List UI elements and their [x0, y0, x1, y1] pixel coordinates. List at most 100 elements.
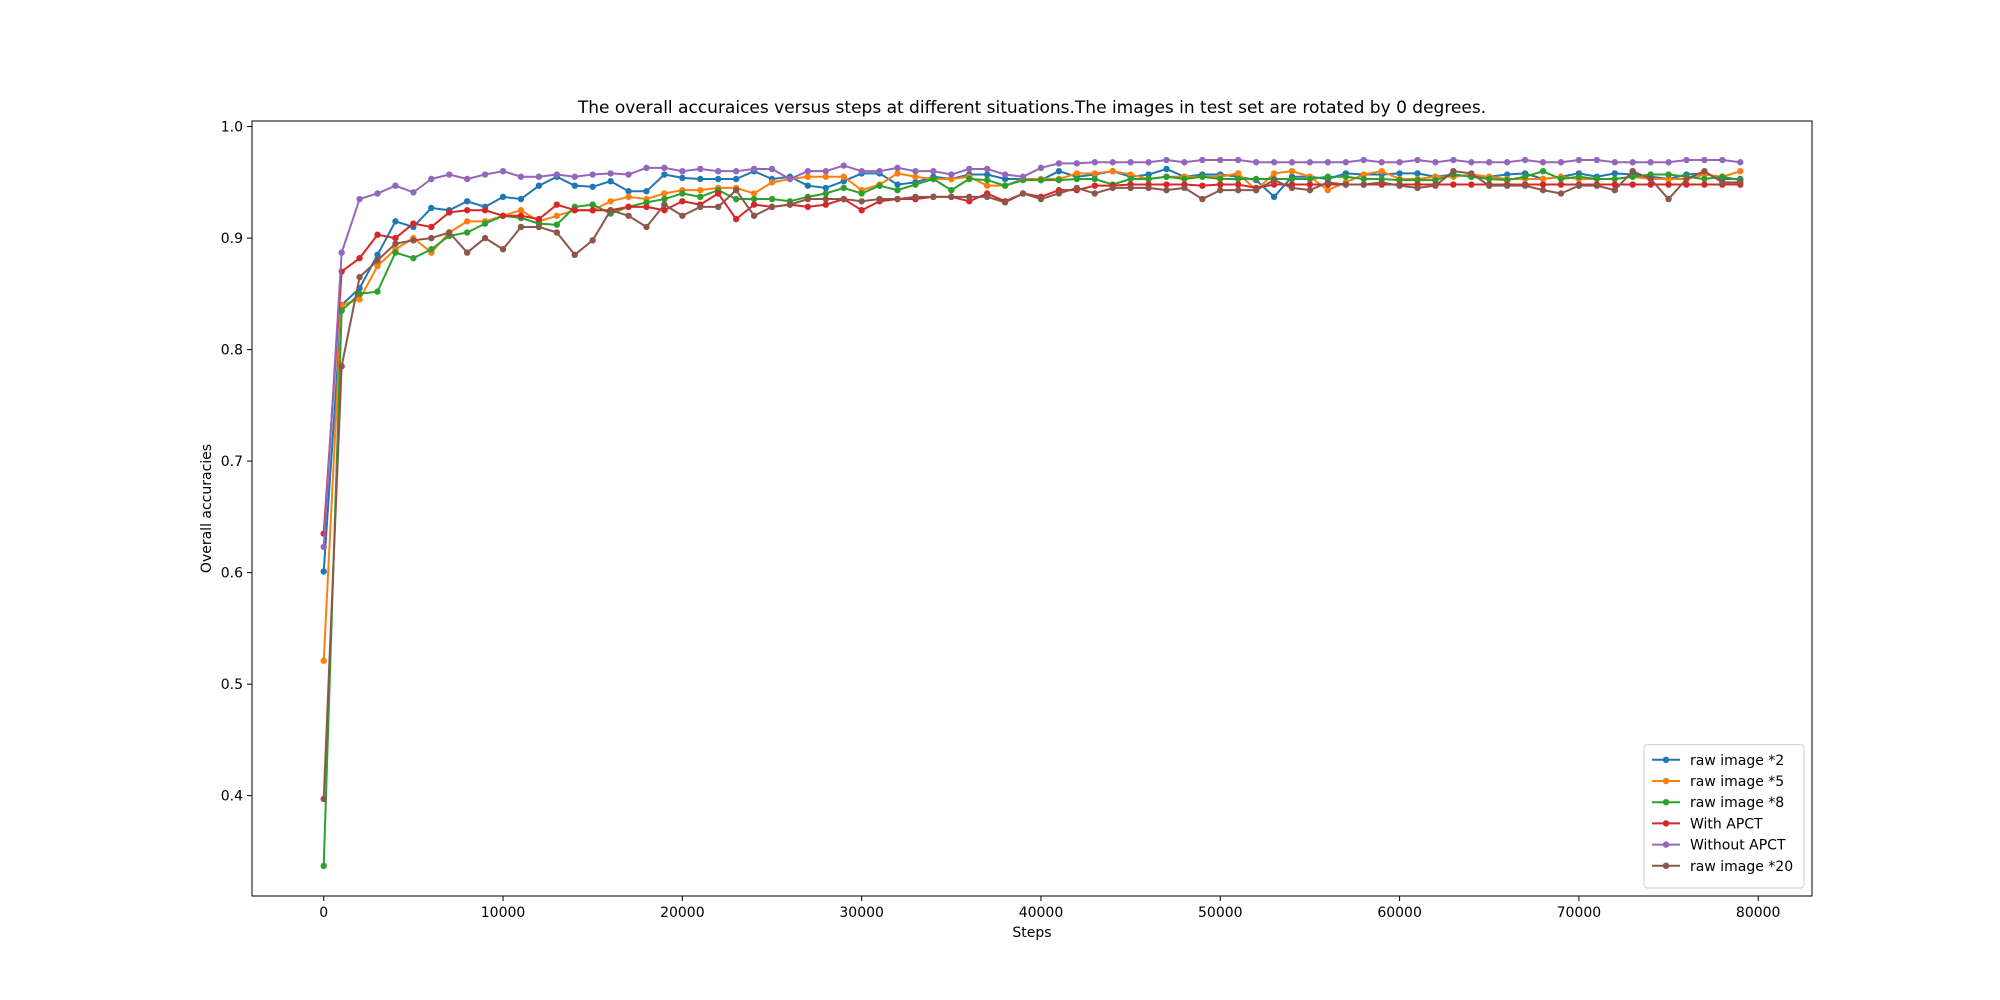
data-point — [1593, 156, 1601, 164]
data-point — [948, 193, 955, 201]
data-point — [715, 175, 722, 183]
data-point — [715, 190, 722, 197]
data-point — [1109, 159, 1116, 166]
data-point — [1593, 175, 1601, 183]
data-point — [1199, 195, 1206, 203]
x-tick-label: 60000 — [1377, 905, 1422, 921]
data-point — [374, 288, 381, 295]
data-point — [517, 195, 525, 203]
data-point — [1611, 181, 1618, 188]
data-point — [1611, 186, 1618, 194]
data-point — [1145, 184, 1152, 192]
series-raw-image-5 — [320, 167, 1744, 664]
data-point — [1521, 156, 1529, 164]
data-point — [858, 207, 865, 214]
data-point — [1414, 170, 1421, 177]
data-point — [804, 167, 812, 175]
data-point — [750, 201, 758, 208]
data-point — [1163, 156, 1170, 164]
data-point — [625, 193, 632, 201]
data-point — [1719, 156, 1726, 164]
data-point — [1719, 179, 1726, 186]
data-point — [948, 186, 955, 194]
data-point — [320, 543, 327, 551]
data-point — [1647, 159, 1654, 166]
data-point — [1611, 170, 1618, 177]
data-point — [499, 193, 507, 201]
data-point — [553, 171, 561, 178]
legend-label: raw image *5 — [1690, 774, 1784, 790]
data-point — [553, 212, 561, 219]
x-tick-label: 10000 — [481, 905, 526, 921]
data-point — [1468, 181, 1475, 188]
data-point — [894, 170, 901, 177]
data-point — [1378, 159, 1385, 166]
data-point — [750, 190, 758, 197]
data-point — [410, 237, 417, 244]
data-point — [1288, 184, 1296, 192]
data-point — [356, 195, 363, 203]
data-point — [392, 218, 399, 225]
data-point — [1324, 186, 1332, 194]
data-point — [1468, 170, 1475, 177]
data-point — [1593, 182, 1601, 189]
data-point — [1611, 175, 1618, 183]
data-point — [983, 171, 991, 178]
series-raw-image-20 — [320, 167, 1744, 803]
data-point — [1091, 175, 1098, 183]
data-point — [679, 190, 686, 197]
y-tick-label: 0.7 — [221, 454, 243, 470]
data-point — [750, 195, 758, 203]
data-point — [1019, 190, 1027, 197]
data-point — [1396, 182, 1403, 189]
series-line — [322, 170, 1741, 661]
data-point — [1091, 170, 1098, 177]
data-point — [1450, 167, 1457, 175]
data-point — [589, 237, 596, 244]
x-tick-label: 50000 — [1198, 905, 1243, 921]
data-point — [822, 195, 829, 203]
legend-swatch-marker — [1662, 799, 1670, 806]
data-point — [983, 165, 991, 173]
data-point — [643, 199, 650, 206]
data-point — [571, 251, 578, 259]
data-point — [804, 195, 812, 203]
data-point — [625, 203, 632, 211]
legend-item: raw image *5 — [1652, 774, 1784, 790]
data-point — [697, 165, 704, 173]
data-point — [876, 167, 883, 175]
data-point — [1145, 171, 1152, 178]
data-point — [625, 212, 632, 219]
data-point — [1575, 182, 1583, 189]
data-point — [553, 201, 561, 208]
data-point — [1055, 167, 1063, 175]
data-point — [446, 209, 453, 216]
y-axis: 0.4 0.5 0.6 0.7 0.8 0.9 1.0 — [221, 120, 252, 805]
x-tick-label: 30000 — [839, 905, 884, 921]
legend-swatch-marker — [1662, 777, 1670, 785]
y-tick-label: 0.9 — [221, 231, 243, 247]
data-point — [858, 167, 865, 175]
data-point — [589, 183, 596, 190]
data-point — [571, 207, 578, 214]
data-point — [679, 174, 686, 182]
data-point — [1163, 173, 1170, 180]
data-point — [1629, 173, 1636, 180]
data-point — [804, 182, 812, 189]
data-point — [356, 273, 363, 281]
data-point — [499, 246, 507, 253]
data-point — [1235, 181, 1242, 188]
data-point — [607, 178, 614, 185]
data-point — [840, 184, 847, 192]
data-point — [392, 240, 399, 247]
data-point — [1683, 181, 1690, 188]
data-point — [374, 262, 381, 270]
data-point — [1378, 167, 1385, 175]
data-point — [1001, 182, 1009, 189]
data-point — [1629, 167, 1636, 175]
data-point — [1001, 175, 1009, 183]
series-line — [322, 183, 1741, 534]
data-point — [410, 254, 417, 262]
data-point — [1073, 184, 1081, 192]
